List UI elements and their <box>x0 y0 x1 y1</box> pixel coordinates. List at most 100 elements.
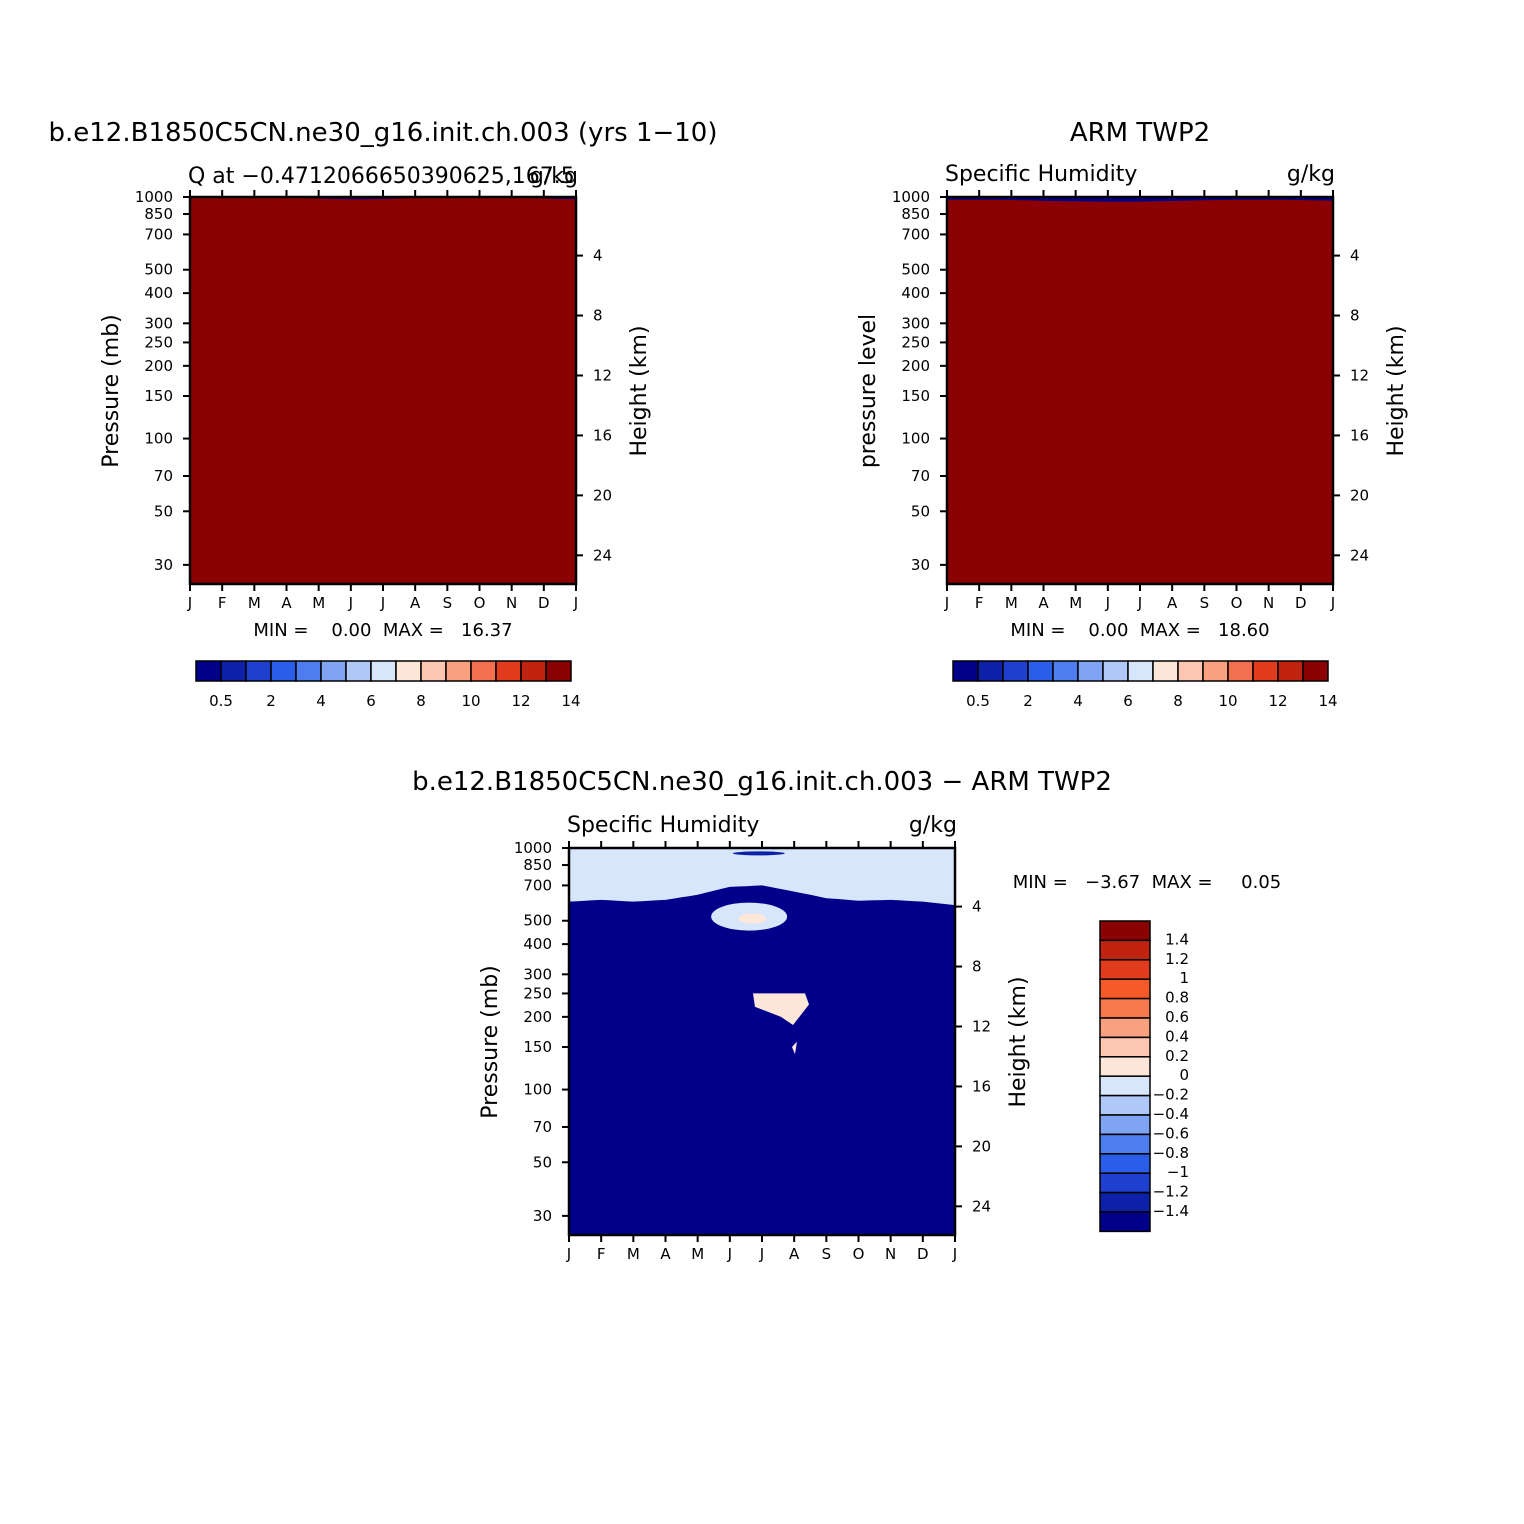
x-tick-label: J <box>1137 594 1142 612</box>
y-tick-label: 100 <box>523 1081 552 1099</box>
x-tick-label: M <box>1005 594 1018 612</box>
y2-tick-label: 12 <box>972 1017 991 1035</box>
colorbar-label: 0 <box>1179 1066 1189 1084</box>
y2-axis-label: Height (km) <box>627 325 652 456</box>
x-tick-label: J <box>573 594 578 612</box>
x-tick-label: N <box>506 594 517 612</box>
units-label: g/kg <box>1287 162 1335 187</box>
y2-tick-label: 4 <box>593 247 603 265</box>
panel-difference: b.e12.B1850C5CN.ne30_g16.init.ch.003 − A… <box>412 767 1281 1263</box>
x-tick-label: F <box>597 1245 606 1263</box>
x-tick-label: J <box>187 594 192 612</box>
y2-tick-label: 24 <box>593 546 612 564</box>
colorbar-box <box>295 660 322 682</box>
x-tick-label: J <box>759 1245 764 1263</box>
colorbar-label: −0.8 <box>1153 1144 1189 1162</box>
colorbar-box <box>1099 1114 1151 1136</box>
colorbar-box <box>1227 660 1254 682</box>
y-tick-label: 500 <box>523 912 552 930</box>
contour-band <box>753 993 809 1026</box>
x-tick-label: J <box>1105 594 1110 612</box>
colorbar-label: −1.2 <box>1153 1183 1189 1201</box>
colorbar-box <box>1099 920 1151 942</box>
y-tick-label: 1000 <box>892 188 930 206</box>
colorbar-box <box>1202 660 1229 682</box>
y-tick-label: 850 <box>901 205 930 223</box>
x-tick-label: A <box>789 1245 800 1263</box>
x-tick-label: N <box>885 1245 896 1263</box>
colorbar-box <box>195 660 222 682</box>
y-tick-label: 70 <box>533 1118 552 1136</box>
y2-tick-label: 16 <box>972 1077 991 1095</box>
x-tick-label: D <box>1295 594 1307 612</box>
contour-band <box>569 885 955 1235</box>
colorbar-label: −0.6 <box>1153 1124 1189 1142</box>
colorbar-box <box>1099 1172 1151 1194</box>
colorbar-box <box>1099 978 1151 1000</box>
colorbar-label: 12 <box>511 692 530 710</box>
panel-title: ARM TWP2 <box>1070 118 1210 148</box>
colorbar-label: −1.4 <box>1153 1202 1189 1220</box>
colorbar-box <box>320 660 347 682</box>
x-tick-label: D <box>917 1245 929 1263</box>
y2-tick-label: 4 <box>1350 247 1360 265</box>
colorbar-box <box>1127 660 1154 682</box>
colorbar-label: 8 <box>416 692 426 710</box>
y-tick-label: 70 <box>154 467 173 485</box>
y2-tick-label: 24 <box>972 1197 991 1215</box>
y-tick-label: 100 <box>901 430 930 448</box>
units-label: g/kg <box>530 164 578 189</box>
colorbar-box <box>1102 660 1129 682</box>
colorbar-box <box>1027 660 1054 682</box>
panel-subtitle-left: Q at −0.4712066650390625,167.5 <box>188 164 575 189</box>
y-tick-label: 200 <box>523 1008 552 1026</box>
panel-subtitle-left: Specific Humidity <box>567 813 759 838</box>
x-tick-label: F <box>218 594 227 612</box>
colorbar-box <box>445 660 472 682</box>
colorbar-label: 14 <box>1318 692 1337 710</box>
colorbar-box <box>1177 660 1204 682</box>
x-tick-label: D <box>538 594 550 612</box>
x-tick-label: O <box>1231 594 1243 612</box>
x-tick-label: M <box>312 594 325 612</box>
y-tick-label: 30 <box>154 556 173 574</box>
colorbar-box <box>1099 1094 1151 1116</box>
y-tick-label: 850 <box>144 205 173 223</box>
y2-tick-label: 16 <box>593 426 612 444</box>
panel-subtitle-left: Specific Humidity <box>945 162 1137 187</box>
y-tick-label: 1000 <box>514 839 552 857</box>
colorbar-box <box>1099 1056 1151 1077</box>
colorbar-label: −0.4 <box>1153 1105 1189 1123</box>
colorbar-box <box>1099 1191 1151 1213</box>
y-tick-label: 300 <box>523 965 552 983</box>
y-axis-label: Pressure (mb) <box>478 965 503 1119</box>
y-tick-label: 400 <box>901 284 930 302</box>
panel-title: b.e12.B1850C5CN.ne30_g16.init.ch.003 (yr… <box>49 118 718 148</box>
colorbar-label: −0.2 <box>1153 1086 1189 1104</box>
colorbar-label: 2 <box>1023 692 1033 710</box>
colorbar-box <box>1077 660 1104 682</box>
y-tick-label: 100 <box>144 430 173 448</box>
colorbar-label: 2 <box>266 692 276 710</box>
colorbar-box <box>245 660 272 682</box>
y-tick-label: 200 <box>144 357 173 375</box>
x-tick-label: O <box>474 594 486 612</box>
y-tick-label: 250 <box>901 333 930 351</box>
colorbar-label: −1 <box>1167 1163 1189 1181</box>
colorbar-box <box>1099 1036 1151 1058</box>
panel-title: b.e12.B1850C5CN.ne30_g16.init.ch.003 − A… <box>412 767 1112 797</box>
colorbar-box <box>1152 660 1179 682</box>
x-tick-label: M <box>248 594 261 612</box>
colorbar-box <box>1099 1211 1151 1233</box>
x-tick-label: S <box>822 1245 832 1263</box>
contour-field <box>569 848 955 1235</box>
colorbar: 0.5 2 4 6 8 10 12 14 <box>952 660 1338 710</box>
x-tick-label: J <box>348 594 353 612</box>
colorbar-label: 4 <box>1073 692 1083 710</box>
y-tick-label: 50 <box>154 502 173 520</box>
contour-band <box>190 197 576 584</box>
x-tick-label: M <box>691 1245 704 1263</box>
y-tick-label: 50 <box>911 502 930 520</box>
